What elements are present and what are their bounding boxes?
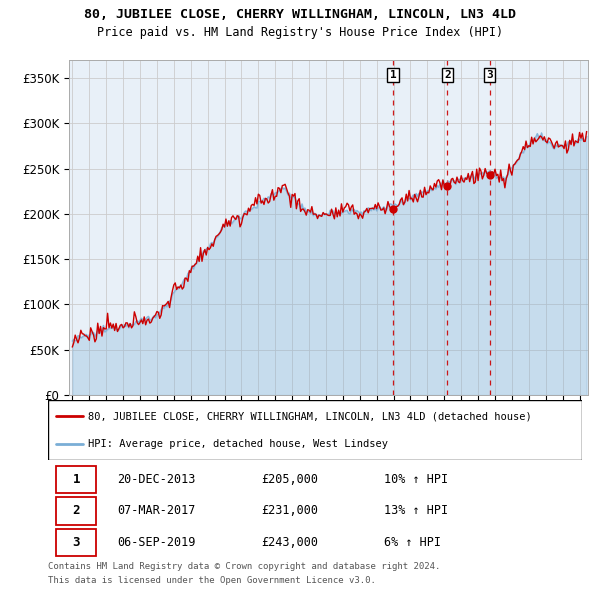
Text: 06-SEP-2019: 06-SEP-2019: [118, 536, 196, 549]
Text: 80, JUBILEE CLOSE, CHERRY WILLINGHAM, LINCOLN, LN3 4LD: 80, JUBILEE CLOSE, CHERRY WILLINGHAM, LI…: [84, 8, 516, 21]
Text: Contains HM Land Registry data © Crown copyright and database right 2024.: Contains HM Land Registry data © Crown c…: [48, 562, 440, 571]
FancyBboxPatch shape: [56, 466, 96, 493]
Text: £243,000: £243,000: [262, 536, 319, 549]
FancyBboxPatch shape: [56, 529, 96, 556]
Text: 6% ↑ HPI: 6% ↑ HPI: [385, 536, 442, 549]
Text: 80, JUBILEE CLOSE, CHERRY WILLINGHAM, LINCOLN, LN3 4LD (detached house): 80, JUBILEE CLOSE, CHERRY WILLINGHAM, LI…: [88, 411, 532, 421]
Text: 3: 3: [486, 70, 493, 80]
Text: 20-DEC-2013: 20-DEC-2013: [118, 473, 196, 486]
Text: 2: 2: [73, 504, 80, 517]
Text: £231,000: £231,000: [262, 504, 319, 517]
Text: 13% ↑ HPI: 13% ↑ HPI: [385, 504, 449, 517]
Text: 2: 2: [444, 70, 451, 80]
Text: 1: 1: [73, 473, 80, 486]
Text: 3: 3: [73, 536, 80, 549]
Text: HPI: Average price, detached house, West Lindsey: HPI: Average price, detached house, West…: [88, 439, 388, 449]
Text: 07-MAR-2017: 07-MAR-2017: [118, 504, 196, 517]
Text: 1: 1: [390, 70, 397, 80]
Text: Price paid vs. HM Land Registry's House Price Index (HPI): Price paid vs. HM Land Registry's House …: [97, 26, 503, 39]
Text: 10% ↑ HPI: 10% ↑ HPI: [385, 473, 449, 486]
Text: £205,000: £205,000: [262, 473, 319, 486]
Text: This data is licensed under the Open Government Licence v3.0.: This data is licensed under the Open Gov…: [48, 576, 376, 585]
FancyBboxPatch shape: [56, 497, 96, 525]
